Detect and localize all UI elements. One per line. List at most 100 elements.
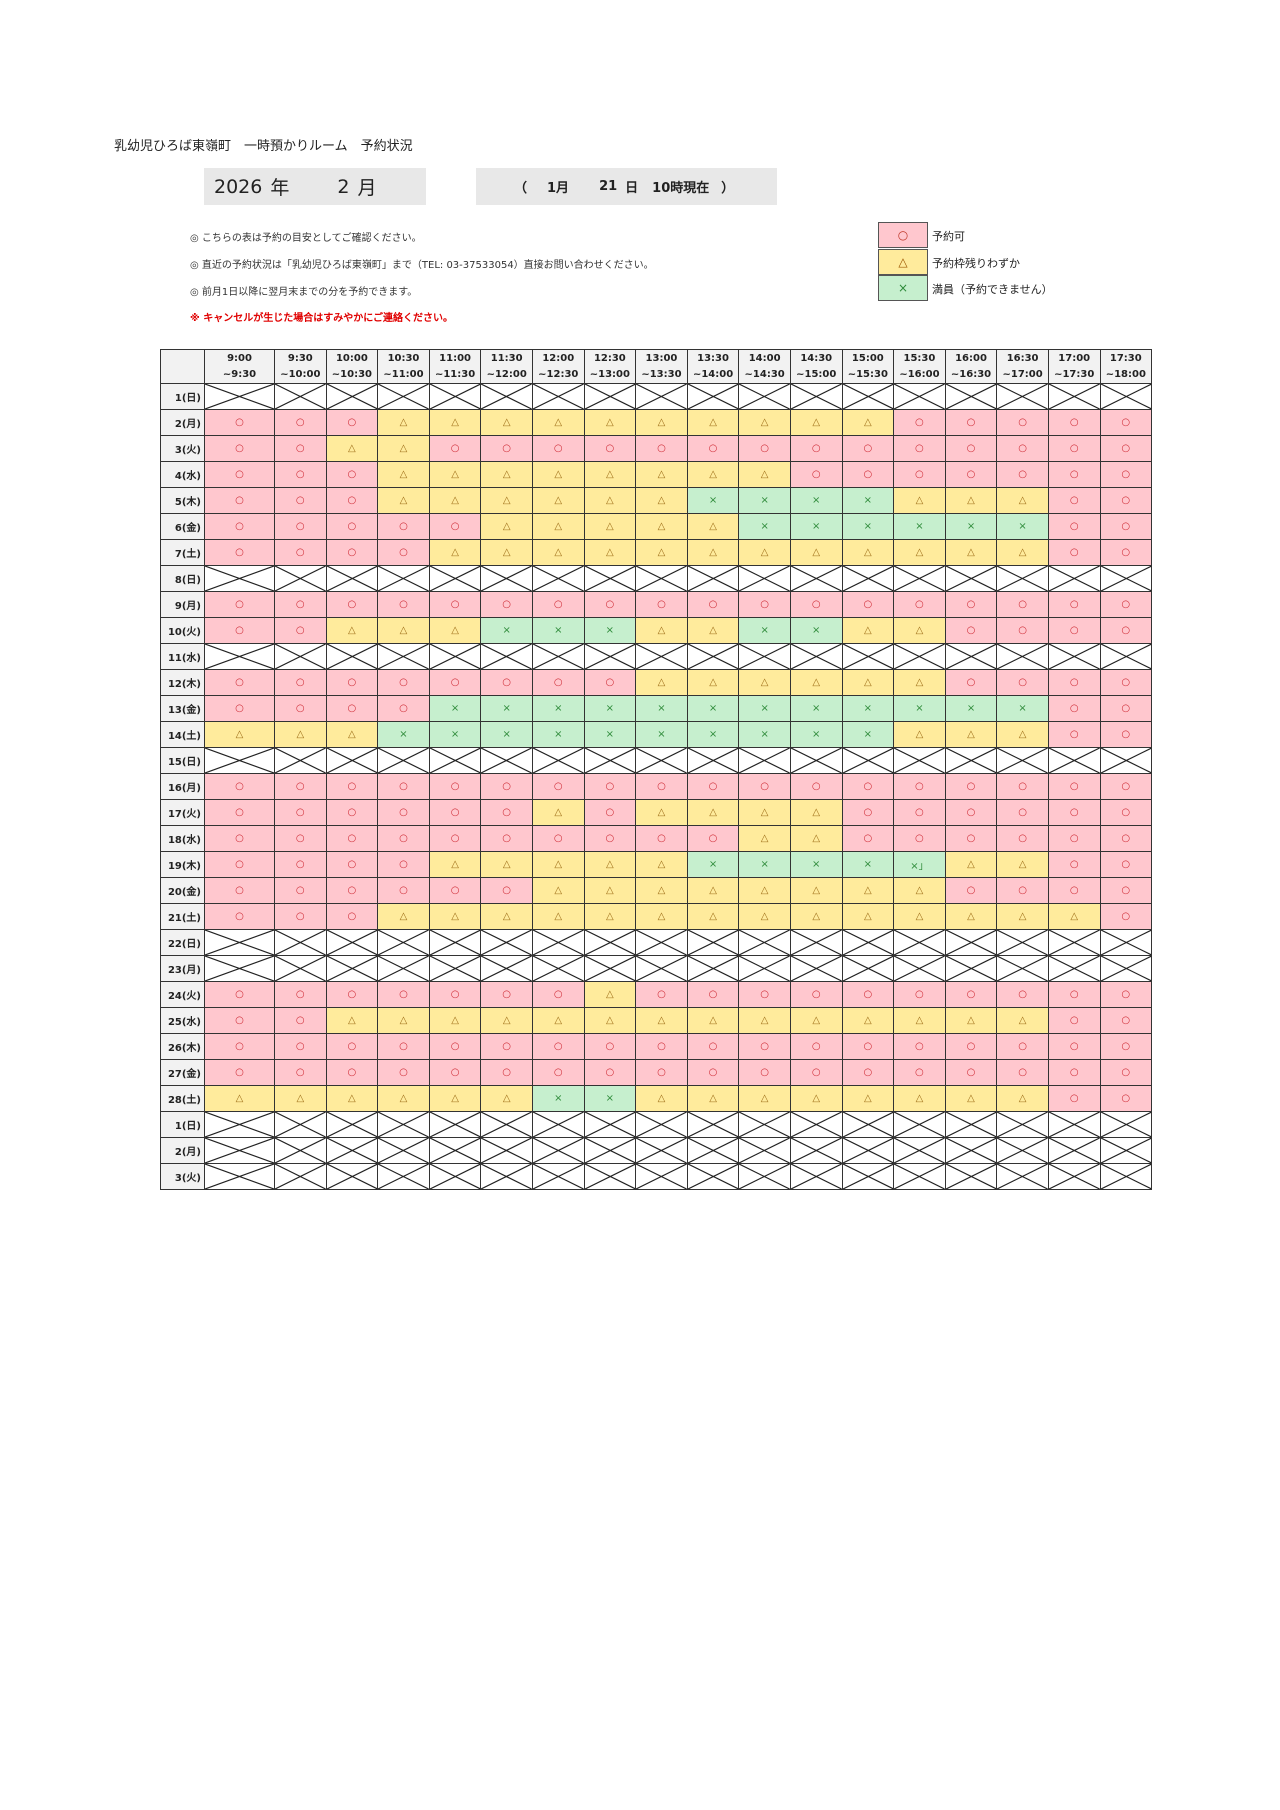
- availability-cell: △: [635, 617, 688, 644]
- availability-cell: ○: [996, 981, 1049, 1008]
- closed-cross-icon: [430, 1112, 481, 1137]
- availability-cell: ○: [996, 773, 1049, 800]
- closed-cell: [274, 1163, 327, 1190]
- availability-cell: △: [841, 669, 895, 696]
- closed-cross-icon: [636, 1164, 687, 1189]
- availability-cell: △: [531, 877, 585, 904]
- time-slot-header: 9:00 ~9:30: [204, 349, 275, 384]
- availability-cell: △: [531, 539, 585, 566]
- availability-cell: ○: [944, 1033, 998, 1060]
- availability-cell: ○: [1099, 877, 1153, 904]
- closed-cell: [996, 1137, 1049, 1164]
- availability-cell: △: [377, 617, 430, 644]
- closed-cross-icon: [205, 644, 274, 669]
- closed-cross-icon: [205, 956, 274, 981]
- closed-cell: [325, 747, 379, 774]
- availability-cell: △: [583, 903, 637, 930]
- closed-cell: [274, 643, 327, 670]
- availability-cell: ○: [428, 591, 482, 618]
- availability-cell: △: [480, 487, 533, 514]
- closed-cross-icon: [378, 748, 429, 773]
- availability-cell: ○: [428, 773, 482, 800]
- table-row: 17(火) ○ ○ ○ ○ ○ ○ △ ○ △ △ △ △ ○ ○ ○ ○ ○ ○: [160, 799, 1153, 826]
- availability-cell: △: [531, 799, 585, 826]
- availability-cell: △: [635, 799, 688, 826]
- table-row: 20(金) ○ ○ ○ ○ ○ ○ △ △ △ △ △ △ △ △ ○ ○ ○ ○: [160, 877, 1153, 904]
- closed-cell: [531, 955, 585, 982]
- closed-cross-icon: [843, 566, 894, 591]
- availability-cell: ○: [1099, 435, 1153, 462]
- closed-cell: [583, 643, 637, 670]
- legend-swatch: △: [878, 248, 928, 275]
- availability-cell: ○: [944, 773, 998, 800]
- closed-cross-icon: [946, 644, 997, 669]
- closed-cross-icon: [378, 644, 429, 669]
- availability-cell: ○: [531, 981, 585, 1008]
- closed-cross-icon: [275, 930, 326, 955]
- closed-cell: [944, 747, 998, 774]
- time-slot-header: 14:30 ~15:00: [789, 349, 843, 384]
- availability-cell: ×: [789, 513, 843, 540]
- date-cell: 9(月): [160, 591, 205, 618]
- availability-cell: ○: [274, 851, 327, 878]
- availability-cell: ○: [274, 903, 327, 930]
- availability-cell: ○: [274, 539, 327, 566]
- availability-cell: ○: [204, 461, 275, 488]
- availability-cell: ○: [944, 409, 998, 436]
- availability-cell: ○: [893, 799, 946, 826]
- closed-cross-icon: [378, 1138, 429, 1163]
- closed-cell: [377, 955, 430, 982]
- availability-cell: ○: [274, 1033, 327, 1060]
- availability-cell: ○: [204, 799, 275, 826]
- closed-cell: [377, 929, 430, 956]
- slot-end: ~12:30: [538, 368, 579, 380]
- closed-cell: [377, 1137, 430, 1164]
- closed-cell: [635, 1111, 688, 1138]
- availability-cell: ○: [789, 1033, 843, 1060]
- availability-cell: ○: [841, 461, 895, 488]
- closed-cross-icon: [1049, 1138, 1100, 1163]
- closed-cross-icon: [791, 384, 842, 409]
- availability-cell: ○: [325, 877, 379, 904]
- availability-cell: △: [428, 539, 482, 566]
- closed-cell: [686, 747, 740, 774]
- closed-cross-icon: [636, 1138, 687, 1163]
- closed-cross-icon: [636, 956, 687, 981]
- availability-cell: △: [377, 435, 430, 462]
- closed-cell: [531, 1163, 585, 1190]
- availability-cell: ○: [583, 825, 637, 852]
- slot-end: ~11:00: [383, 368, 424, 380]
- availability-cell: ○: [583, 773, 637, 800]
- availability-cell: △: [944, 851, 998, 878]
- availability-cell: ×: [480, 617, 533, 644]
- availability-cell: △: [944, 721, 998, 748]
- availability-cell: △: [789, 409, 843, 436]
- closed-cross-icon: [946, 1138, 997, 1163]
- availability-cell: ×: [789, 721, 843, 748]
- availability-cell: ○: [204, 903, 275, 930]
- availability-cell: △: [531, 851, 585, 878]
- availability-cell: △: [996, 721, 1049, 748]
- closed-cell: [377, 1163, 430, 1190]
- closed-cell: [635, 643, 688, 670]
- closed-cross-icon: [378, 930, 429, 955]
- closed-cross-icon: [636, 644, 687, 669]
- availability-cell: ○: [377, 513, 430, 540]
- closed-cell: [686, 1163, 740, 1190]
- closed-cell: [1047, 383, 1101, 410]
- availability-cell: △: [686, 1085, 740, 1112]
- closed-cell: [480, 383, 533, 410]
- time-slot-header: 10:30 ~11:00: [377, 349, 430, 384]
- availability-cell: ○: [428, 799, 482, 826]
- closed-cell: [204, 565, 275, 592]
- closed-cell: [738, 929, 791, 956]
- date-cell: 23(月): [160, 955, 205, 982]
- availability-cell: △: [635, 669, 688, 696]
- closed-cross-icon: [378, 384, 429, 409]
- closed-cell: [789, 643, 843, 670]
- availability-cell: ○: [325, 669, 379, 696]
- table-row: 12(木) ○ ○ ○ ○ ○ ○ ○ ○ △ △ △ △ △ △ ○ ○ ○ ○: [160, 669, 1153, 696]
- availability-cell: △: [204, 721, 275, 748]
- availability-cell: ○: [738, 981, 791, 1008]
- date-cell: 5(木): [160, 487, 205, 514]
